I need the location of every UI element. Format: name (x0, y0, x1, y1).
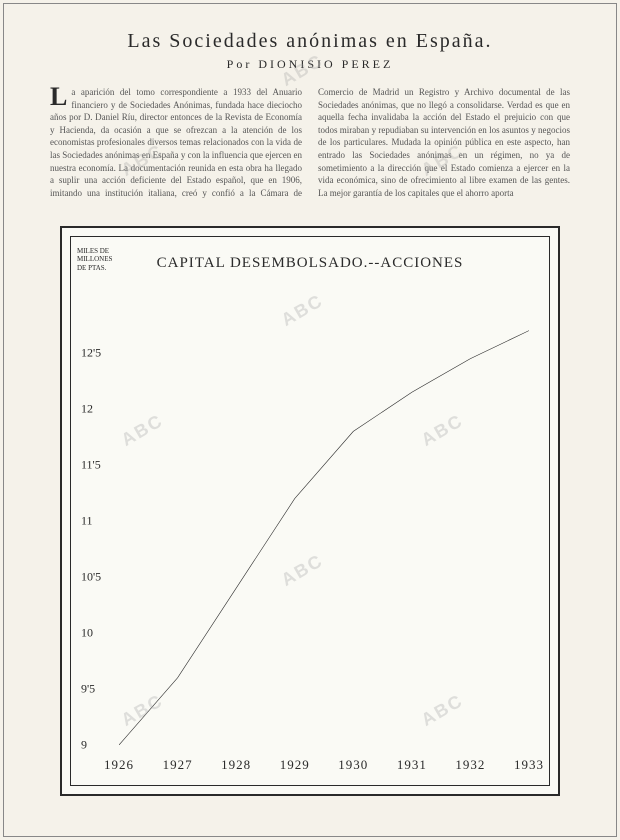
chart-line-svg (119, 297, 529, 745)
chart-x-tick: 1931 (397, 757, 427, 773)
chart-x-tick: 1926 (104, 757, 134, 773)
chart-x-tick: 1932 (455, 757, 485, 773)
chart-y-tick: 10'5 (81, 570, 101, 585)
chart-y-tick: 12'5 (81, 346, 101, 361)
chart-x-tick: 1928 (221, 757, 251, 773)
chart-plot-area: 99'51010'51111'51212'5192619271928192919… (119, 297, 529, 745)
article-body-text: a aparición del tomo correspondiente a 1… (50, 87, 570, 198)
chart-x-tick: 1927 (163, 757, 193, 773)
chart-x-tick: 1933 (514, 757, 544, 773)
chart-y-tick: 12 (81, 402, 93, 417)
chart-inner: MILES DE MILLONES DE PTAS. CAPITAL DESEM… (70, 236, 550, 786)
chart-y-tick: 11'5 (81, 458, 101, 473)
article-author: Por DIONISIO PEREZ (50, 57, 570, 72)
chart-x-tick: 1930 (338, 757, 368, 773)
chart-title: CAPITAL DESEMBOLSADO.--ACCIONES (71, 255, 549, 272)
chart-y-tick: 10 (81, 626, 93, 641)
article-body: La aparición del tomo correspondiente a … (50, 86, 570, 216)
chart-y-tick: 9'5 (81, 682, 95, 697)
chart-polyline (119, 331, 529, 745)
chart-y-tick: 9 (81, 738, 87, 753)
page-content: Las Sociedades anónimas en España. Por D… (0, 0, 620, 816)
chart-x-tick: 1929 (280, 757, 310, 773)
drop-cap: L (50, 86, 71, 108)
chart-y-tick: 11 (81, 514, 93, 529)
chart-frame: MILES DE MILLONES DE PTAS. CAPITAL DESEM… (60, 226, 560, 796)
article-title: Las Sociedades anónimas en España. (50, 30, 570, 53)
